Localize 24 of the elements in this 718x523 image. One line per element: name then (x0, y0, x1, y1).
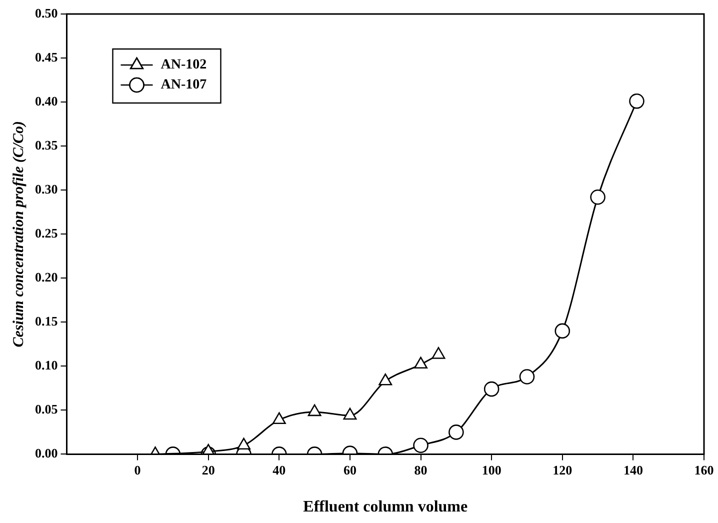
y-tick-label: 0.30 (35, 181, 58, 196)
y-tick-label: 0.25 (35, 225, 58, 240)
x-tick-label: 140 (623, 462, 643, 478)
x-tick-label: 100 (482, 462, 502, 478)
y-axis-title: Cesium concentration profile (C/Co) (10, 120, 27, 348)
y-tick-label: 0.40 (35, 93, 58, 108)
y-tick-label: 0.10 (35, 358, 58, 373)
x-tick-label: 0 (134, 462, 141, 478)
x-tick-label: 160 (694, 462, 714, 478)
y-tick-label: 0.35 (35, 137, 58, 152)
y-tick-label: 0.15 (35, 314, 58, 328)
y-tick-label: 0.00 (35, 446, 58, 461)
legend-label: AN-107 (160, 78, 207, 93)
legend-label: AN-102 (160, 58, 207, 73)
x-tick-label: 40 (272, 462, 286, 478)
y-tick-label: 0.50 (35, 5, 58, 20)
x-tick-label: 20 (202, 462, 215, 478)
y-tick-label: 0.20 (35, 269, 58, 284)
y-tick-label: 0.45 (35, 49, 58, 64)
x-tick-label: 60 (343, 462, 356, 478)
y-tick-label: 0.05 (35, 402, 58, 417)
x-tick-label: 120 (552, 462, 572, 478)
x-tick-label: 80 (414, 462, 428, 478)
x-axis-title: Effluent column volume (303, 498, 468, 516)
